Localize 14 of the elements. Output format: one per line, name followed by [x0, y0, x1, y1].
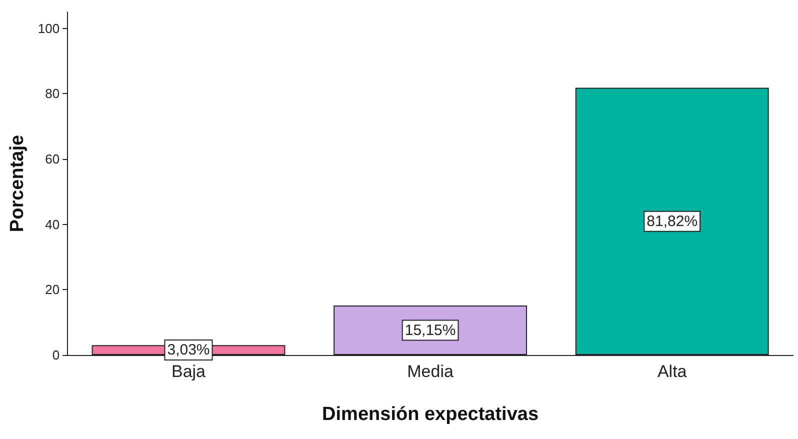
data-label: 3,03%: [167, 342, 210, 359]
x-axis-title: Dimensión expectativas: [322, 404, 539, 425]
x-tick-label: Media: [407, 362, 454, 381]
y-axis-title: Porcentaje: [7, 134, 28, 232]
y-tick-label: 100: [38, 20, 60, 36]
y-tick-label: 60: [45, 152, 60, 166]
y-tick-label: 0: [52, 348, 60, 362]
x-tick-label: Alta: [657, 362, 688, 381]
y-tick-label: 40: [45, 216, 60, 232]
y-tick-label: 20: [45, 282, 60, 298]
y-tick-label: 80: [45, 86, 60, 102]
data-label: 15,15%: [404, 322, 456, 339]
x-tick-label: Baja: [171, 362, 206, 381]
data-label: 81,82%: [646, 212, 698, 230]
